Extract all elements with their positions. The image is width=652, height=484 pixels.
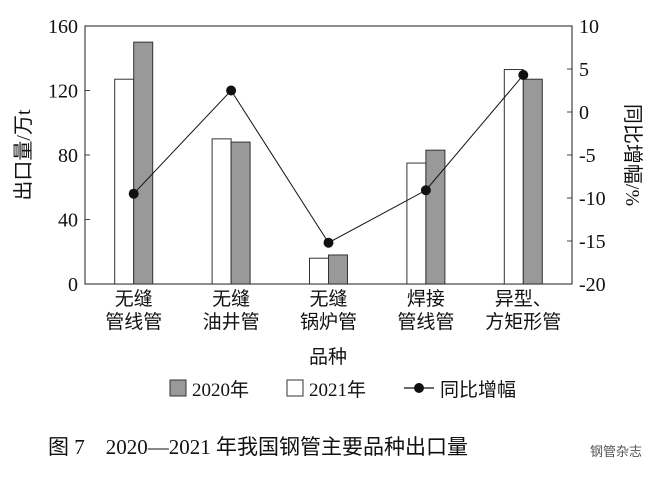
x-tick-label: 无缝: [212, 288, 250, 310]
y2-tick-label: -20: [579, 274, 606, 296]
y2-tick-label: -5: [579, 145, 596, 167]
legend-label-2020: 2020年: [192, 379, 249, 401]
chart-title: 图 7 2020—2021 年我国钢管主要品种出口量: [48, 435, 468, 459]
legend-label-2021: 2021年: [309, 379, 366, 401]
x-tick-label: 方矩形管: [485, 311, 561, 333]
x-tick-label: 油井管: [203, 311, 260, 333]
legend-swatch-2021: [286, 379, 304, 397]
legend-label-growth: 同比增幅: [440, 379, 516, 401]
bar-2020-3: [425, 149, 446, 285]
y2-tick-label: -10: [579, 188, 606, 210]
y2-tick-label: 0: [579, 102, 589, 124]
x-tick-label: 管线管: [105, 311, 162, 333]
y-tick-label: 40: [58, 210, 78, 232]
bar-2020-4: [522, 78, 543, 285]
bar-2021-3: [406, 162, 427, 285]
x-tick-label: 无缝: [309, 288, 347, 310]
growth-point-4: [518, 70, 529, 81]
y-tick-label: 0: [68, 274, 78, 296]
bar-2021-2: [309, 257, 329, 285]
legend-line-marker: [414, 383, 424, 393]
y-tick-label: 160: [48, 16, 78, 38]
x-axis-label: 品种: [309, 346, 347, 368]
x-tick-label: 锅炉管: [300, 311, 357, 333]
growth-line: [133, 74, 524, 244]
legend-swatch-2020: [169, 379, 187, 397]
growth-point-2: [323, 237, 334, 248]
bar-2021-4: [503, 69, 524, 285]
watermark: 钢管杂志: [589, 445, 642, 460]
y2-tick-label: 10: [579, 16, 599, 38]
x-tick-label: 管线管: [397, 311, 454, 333]
bar-2020-2: [328, 254, 348, 285]
growth-point-0: [128, 188, 139, 199]
bar-2021-1: [211, 138, 232, 285]
bar-2021-0: [114, 78, 135, 285]
x-tick-label: 无缝: [115, 288, 153, 310]
growth-point-1: [226, 85, 237, 96]
y2-axis-label: 同比增幅/%: [621, 104, 644, 206]
bar-2020-1: [230, 141, 251, 285]
y-tick-label: 80: [58, 145, 78, 167]
legend: 2020年 2021年 同比增幅: [169, 379, 516, 401]
y-tick-label: 120: [48, 81, 78, 103]
y2-tick-label: -15: [579, 231, 606, 253]
x-tick-label: 异型、: [495, 288, 552, 310]
x-tick-label: 焊接: [407, 288, 445, 310]
bar-2020-0: [133, 41, 154, 285]
growth-point-3: [420, 185, 431, 196]
y2-tick-label: 5: [579, 59, 589, 81]
y-axis-label: 出口量/万t: [12, 109, 35, 201]
